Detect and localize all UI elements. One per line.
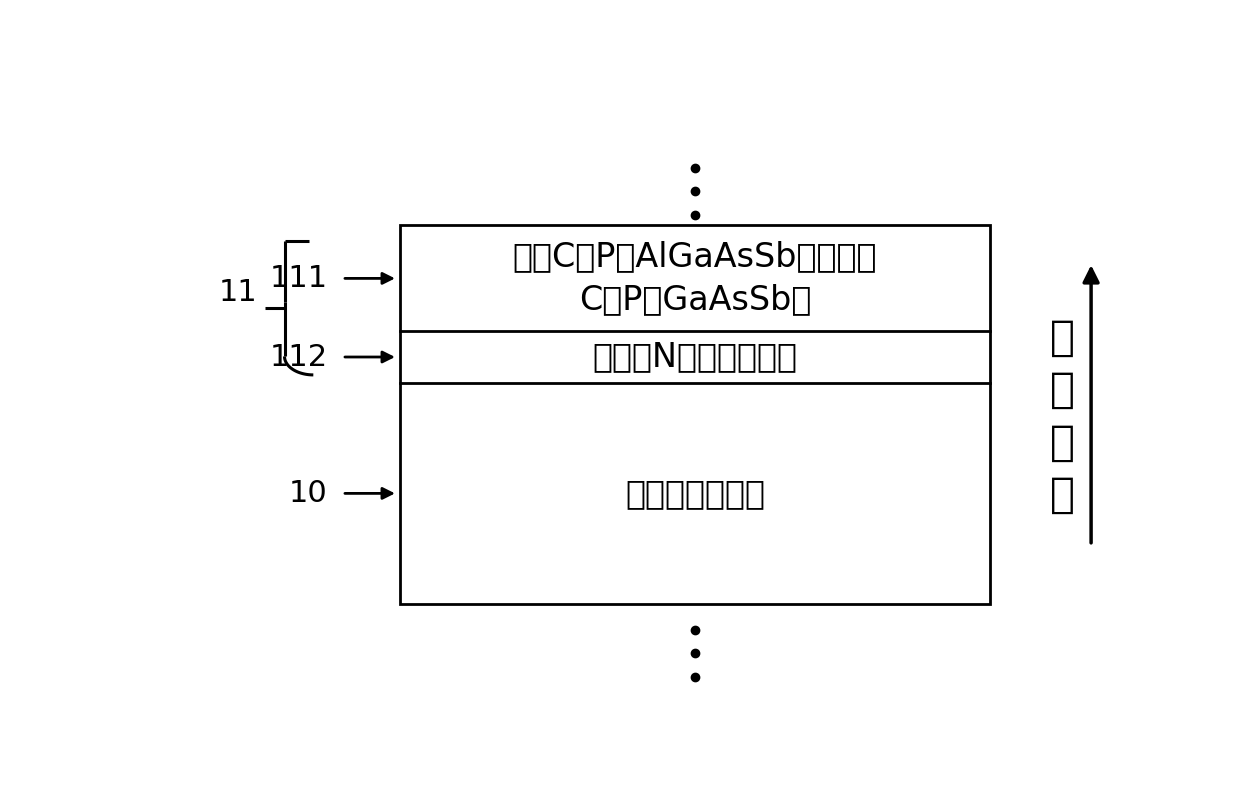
Text: 向: 向 [1049,474,1074,516]
Text: 晶格失配子电池: 晶格失配子电池 [624,477,764,510]
Text: 11: 11 [219,278,258,307]
Text: 掺杂C的P型AlGaAsSb层或掺杂
C的P型GaAsSb层: 掺杂C的P型AlGaAsSb层或掺杂 C的P型GaAsSb层 [513,240,877,317]
Bar [400,226,990,604]
Text: 长: 长 [1049,369,1074,411]
Text: 112: 112 [270,342,327,371]
Text: 隧穿结N型掺杂功能层: 隧穿结N型掺杂功能层 [592,341,798,374]
Text: 方: 方 [1049,422,1074,463]
Text: 10: 10 [289,479,327,508]
Text: 生: 生 [1049,317,1074,358]
Text: 111: 111 [270,264,327,293]
